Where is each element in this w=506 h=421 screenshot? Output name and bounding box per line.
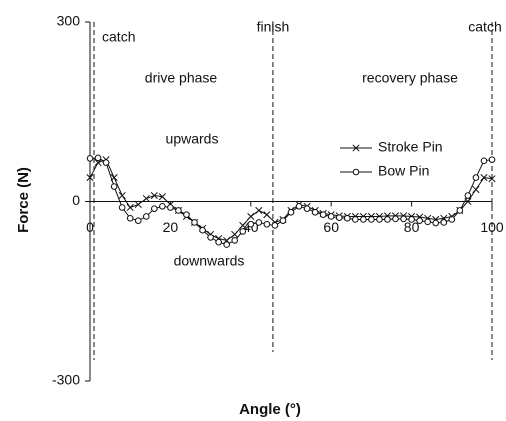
marker — [472, 174, 480, 181]
marker — [263, 211, 271, 219]
marker — [271, 222, 279, 229]
marker — [199, 226, 206, 234]
marker — [215, 238, 222, 246]
marker — [327, 213, 335, 220]
marker — [287, 208, 295, 216]
marker — [480, 157, 488, 165]
marker — [416, 217, 423, 224]
x-tick-label: 20 — [163, 219, 179, 235]
marker — [488, 156, 496, 163]
marker — [472, 185, 480, 194]
marker — [175, 207, 182, 214]
marker — [247, 220, 255, 228]
marker — [352, 168, 360, 176]
marker — [102, 159, 110, 166]
x-tick-label: 80 — [404, 219, 420, 235]
marker — [440, 219, 448, 226]
marker — [207, 234, 214, 241]
marker — [167, 204, 174, 211]
marker — [247, 212, 255, 221]
marker — [142, 213, 150, 220]
marker — [456, 207, 464, 214]
marker — [151, 205, 158, 212]
x-tick-label: 100 — [480, 219, 504, 235]
marker — [231, 230, 239, 238]
marker — [134, 200, 142, 209]
marker — [400, 215, 407, 223]
marker — [360, 216, 367, 223]
marker — [150, 191, 158, 200]
marker — [464, 192, 472, 199]
marker — [191, 219, 198, 226]
marker — [424, 218, 431, 226]
marker — [159, 202, 166, 210]
marker — [110, 183, 118, 190]
marker — [263, 220, 271, 228]
phase-label: catch — [468, 19, 501, 35]
annotation: upwards — [166, 131, 219, 147]
marker — [335, 214, 343, 221]
x-tick-label: 60 — [323, 219, 339, 235]
marker — [384, 216, 391, 223]
y-tick-label: 0 — [72, 192, 80, 208]
marker — [343, 214, 351, 222]
phase-label: catch — [102, 29, 135, 45]
marker — [311, 208, 319, 216]
marker — [94, 154, 102, 162]
y-tick-label: -300 — [52, 372, 80, 388]
y-tick-label: 300 — [57, 13, 81, 29]
marker — [223, 241, 230, 248]
marker — [231, 237, 239, 244]
marker — [408, 216, 415, 223]
legend-label: Stroke Pin — [378, 139, 443, 155]
marker — [376, 216, 383, 223]
marker — [279, 217, 287, 224]
marker — [134, 217, 142, 224]
marker — [118, 204, 126, 211]
marker — [448, 216, 456, 223]
x-axis-title: Angle (°) — [239, 401, 301, 418]
marker — [295, 202, 303, 210]
marker — [86, 174, 94, 182]
marker — [255, 206, 263, 215]
marker — [158, 193, 166, 201]
marker — [319, 211, 327, 218]
marker — [86, 155, 94, 162]
marker — [239, 228, 247, 235]
marker — [488, 175, 496, 183]
marker — [352, 144, 360, 152]
marker — [94, 159, 102, 167]
y-axis-title: Force (N) — [15, 167, 32, 233]
marker — [255, 219, 263, 226]
marker — [392, 215, 399, 223]
marker — [126, 214, 134, 222]
series-line — [89, 158, 493, 241]
marker — [368, 216, 375, 223]
marker — [352, 216, 359, 223]
marker — [480, 174, 488, 182]
marker — [126, 203, 134, 212]
annotation: drive phase — [145, 70, 218, 86]
x-tick-label: 0 — [86, 219, 94, 235]
marker — [432, 219, 440, 227]
annotation: recovery phase — [362, 70, 458, 86]
marker — [303, 205, 311, 212]
marker — [183, 211, 190, 218]
phase-label: finish — [257, 19, 290, 35]
annotation: downwards — [174, 253, 245, 269]
marker — [142, 194, 150, 203]
legend-label: Bow Pin — [378, 163, 429, 179]
marker — [118, 191, 126, 200]
marker — [239, 221, 247, 229]
